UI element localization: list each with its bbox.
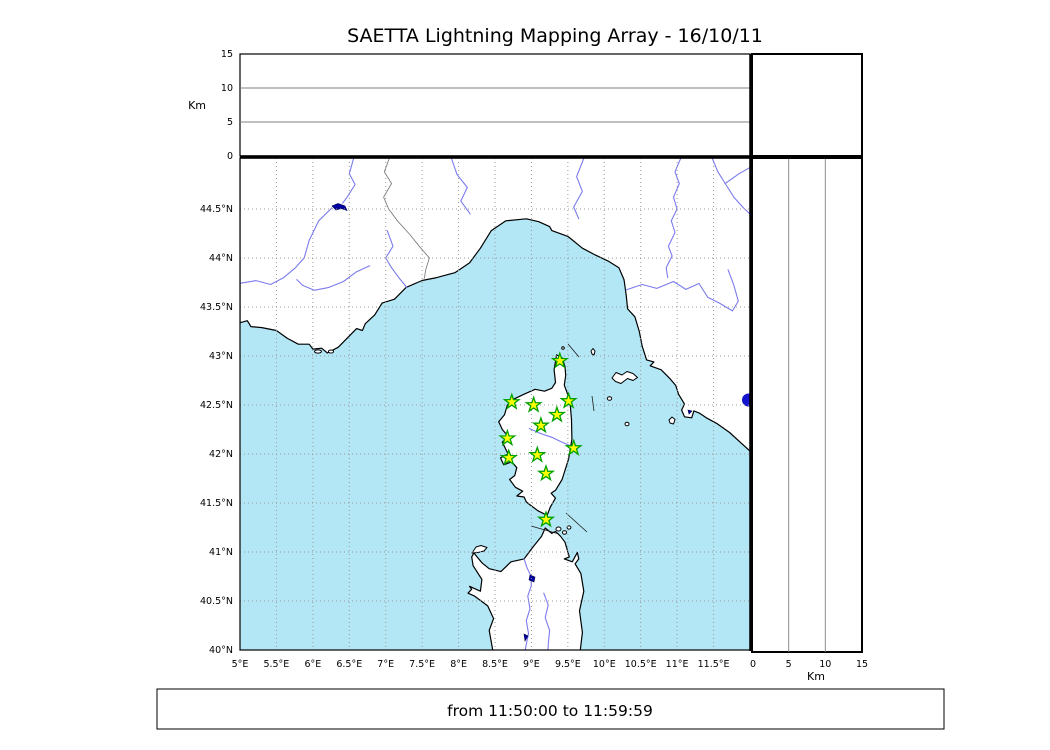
alt-axis-label-top: Km [188,99,206,112]
lon-tick: 6°E [305,659,322,670]
lake-bolsena [742,393,750,407]
river-tanaro [450,158,471,215]
lon-tick: 10.5°E [625,659,657,670]
station-marker [524,395,543,413]
lat-tick: 44°N [209,253,233,264]
lon-tick: 7°E [377,659,394,670]
island-caprera [561,530,568,535]
station-marker [564,438,583,456]
station-marker [531,416,551,434]
lat-tick: 43.5°N [200,302,233,313]
river-reno [711,158,750,215]
island-levant [327,349,335,354]
lon-tick: 10°E [593,659,616,670]
border-france-italy [383,158,430,279]
lat-tick-labels: 44.5°N 44°N 43.5°N 43°N 42.5°N 42°N 41.5… [200,204,233,656]
figure-title: SAETTA Lightning Mapping Array - 16/10/1… [347,25,763,47]
river-tirso [543,592,551,650]
lat-tick: 42°N [209,449,233,460]
river-durance [240,207,333,286]
lon-tick: 9°E [523,659,540,670]
alt-tick-10: 10 [819,659,831,670]
station-marker [559,391,578,409]
lat-tick: 40°N [209,645,233,656]
lat-tick: 41°N [209,547,233,558]
lake-coghinas [528,574,536,583]
river-trebbia [573,158,585,220]
island-elba [611,371,638,384]
station-marker [502,392,521,410]
time-range-label: from 11:50:00 to 11:59:59 [447,702,653,720]
right-altitude-panel [751,157,863,653]
station-markers [498,351,583,528]
lake-omodeo [523,633,529,642]
alt-tick-5: 5 [227,117,233,128]
lon-tick: 6.5°E [336,659,362,670]
lon-tick: 8.5°E [482,659,508,670]
lon-tick: 5°E [232,659,249,670]
station-marker [550,351,570,369]
lat-tick: 44.5°N [200,204,233,215]
lagoon-orbetello [687,409,693,415]
station-marker [536,510,556,528]
lon-tick: 8°E [450,659,467,670]
lat-tick: 40.5°N [200,596,233,607]
rivers [240,158,750,650]
island-capraia [590,348,596,356]
station-marker [547,405,567,423]
coastline-sardinia [467,527,585,650]
time-range-box: from 11:50:00 to 11:59:59 [156,688,945,730]
islands [314,346,676,554]
river-var [385,230,408,288]
lon-tick-labels: 5°E 5.5°E 6°E 6.5°E 7°E 7.5°E 8°E 8.5°E … [232,659,730,670]
river-secchia [665,158,682,279]
island-asinara [471,545,488,554]
lakes [331,203,693,642]
river-verdon [296,265,371,291]
alt-tick-15: 15 [856,659,868,670]
alt-tick-10: 10 [221,83,233,94]
lon-tick: 11.5°E [698,659,730,670]
lon-tick: 7.5°E [409,659,435,670]
map-panel [240,158,750,650]
top-altitude-panel [239,53,751,157]
alt-tick-15: 15 [221,49,233,60]
station-marker [498,428,517,447]
lon-tick: 11°E [666,659,689,670]
station-marker [528,445,547,463]
route-lines [530,343,595,535]
island-giglio [668,416,676,425]
river-coghinas [523,558,532,650]
island-pianosa [606,396,613,401]
top-panel-alt-ticks: 0 5 10 15 Km [188,49,233,162]
alt-tick-5: 5 [786,659,792,670]
lat-lon-grid [240,158,750,650]
river-arno [625,269,739,312]
alt-axis-label-bottom: Km [807,670,825,683]
river-reno-branch [724,166,750,185]
lat-tick: 41.5°N [200,498,233,509]
corner-histogram-panel [751,53,863,157]
station-marker [499,448,519,466]
island-giraglia [561,346,565,350]
lat-tick: 43°N [209,351,233,362]
lon-tick: 9.5°E [555,659,581,670]
right-panel-alt-ticks: 0 5 10 15 Km [750,659,868,683]
river-durance-upper [342,158,356,204]
lon-tick: 5.5°E [263,659,289,670]
station-marker [536,464,556,482]
island-maddalena [555,526,562,532]
lat-tick: 42.5°N [200,400,233,411]
island-montecristo [624,421,630,427]
lake-serre-poncon [331,203,348,211]
island-porquerolles [314,349,322,354]
alt-tick-0: 0 [227,151,233,162]
alt-tick-0: 0 [750,659,756,670]
